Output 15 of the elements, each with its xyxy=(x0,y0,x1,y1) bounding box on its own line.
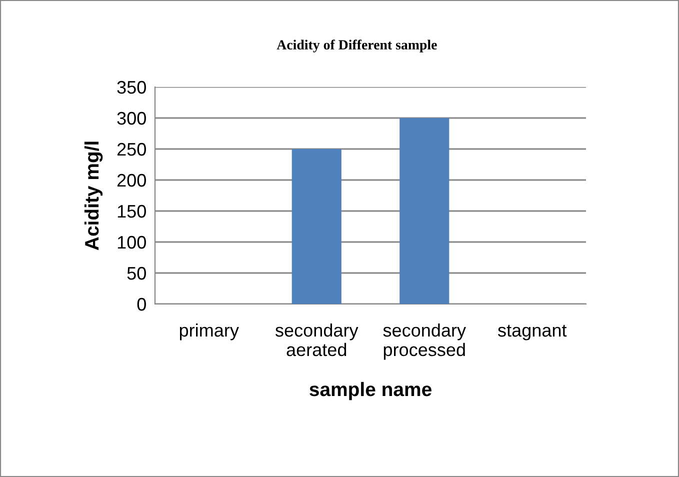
y-tick-label: 300 xyxy=(117,112,146,125)
x-axis-title: sample name xyxy=(310,382,432,400)
y-tick-label: 350 xyxy=(117,80,146,94)
y-tick-label: 50 xyxy=(127,266,146,280)
y-tick-label: 250 xyxy=(117,142,146,156)
x-tick-label: primary xyxy=(180,323,239,340)
y-tick-label: 0 xyxy=(137,298,146,311)
x-tick-label: secondary aerated xyxy=(275,323,358,356)
x-tick-label: stagnant xyxy=(498,324,567,340)
x-tick-label: secondary processed xyxy=(383,323,466,360)
chart-title: Acidity of Different sample xyxy=(276,40,437,52)
y-tick-label: 100 xyxy=(118,236,146,249)
y-axis-title: Acidity mg/l xyxy=(84,142,103,250)
y-tick-label: 200 xyxy=(117,174,146,187)
y-tick-label: 150 xyxy=(118,204,146,218)
